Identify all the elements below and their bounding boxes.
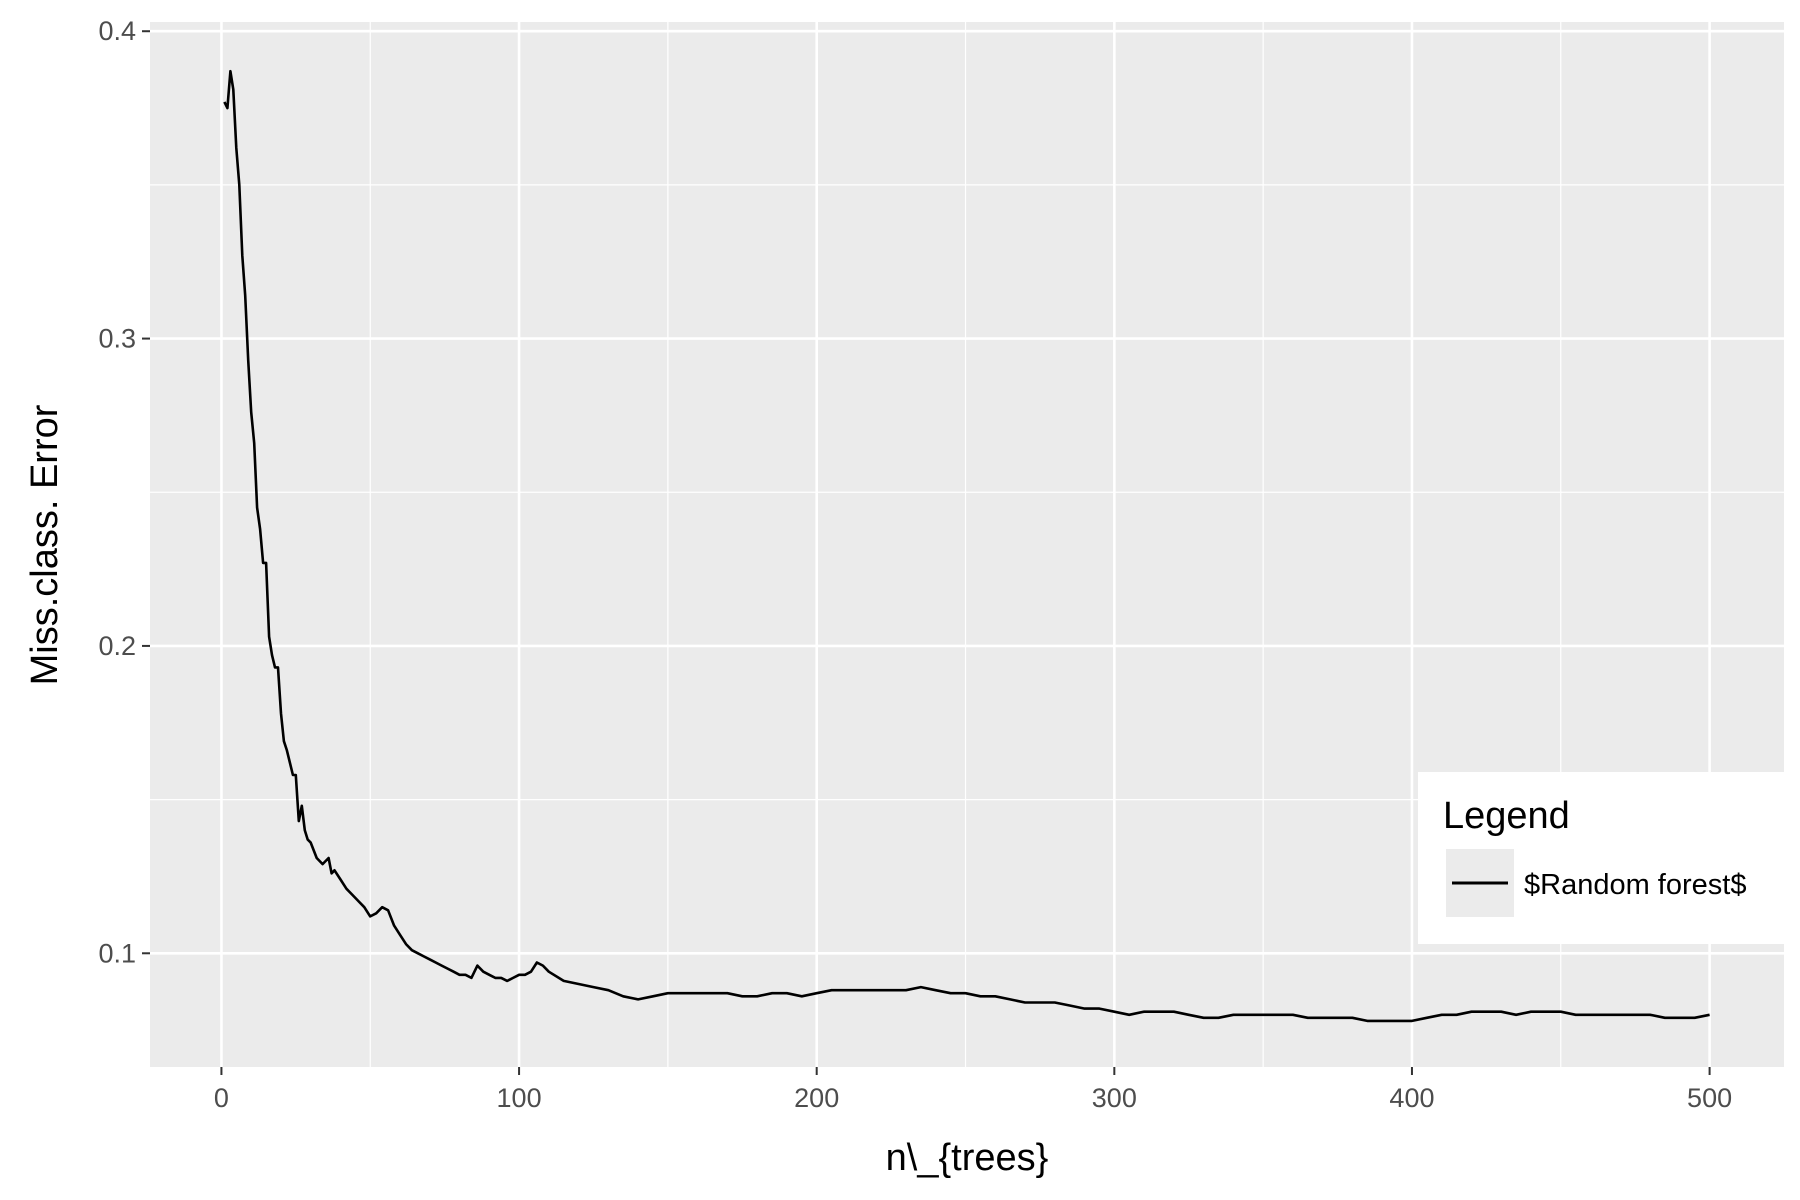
series-line-random-forest xyxy=(223,69,1710,1023)
y-tick-label: 0.4 xyxy=(98,16,136,46)
x-tick-label: 300 xyxy=(1092,1083,1137,1113)
x-tick-label: 100 xyxy=(497,1083,542,1113)
y-tick-label: 0.1 xyxy=(98,938,136,968)
x-tick-label: 500 xyxy=(1687,1083,1732,1113)
y-tick-label: 0.3 xyxy=(98,324,136,354)
legend-title: Legend xyxy=(1443,795,1570,837)
y-axis: 0.1 0.2 0.3 0.4 xyxy=(98,16,150,968)
x-tick-label: 200 xyxy=(794,1083,839,1113)
legend-entry-label: $Random forest$ xyxy=(1524,869,1746,901)
grid-major xyxy=(150,22,1784,1067)
x-axis-title: n\_{trees} xyxy=(886,1137,1049,1179)
legend: Legend $Random forest$ xyxy=(1418,772,1784,944)
x-axis: 0 100 200 300 400 500 xyxy=(214,1067,1732,1113)
x-tick-label: 400 xyxy=(1389,1083,1434,1113)
x-tick-label: 0 xyxy=(214,1083,229,1113)
y-tick-label: 0.2 xyxy=(98,631,136,661)
series-layer xyxy=(223,69,1710,1023)
y-axis-title: Miss.class. Error xyxy=(24,404,66,685)
